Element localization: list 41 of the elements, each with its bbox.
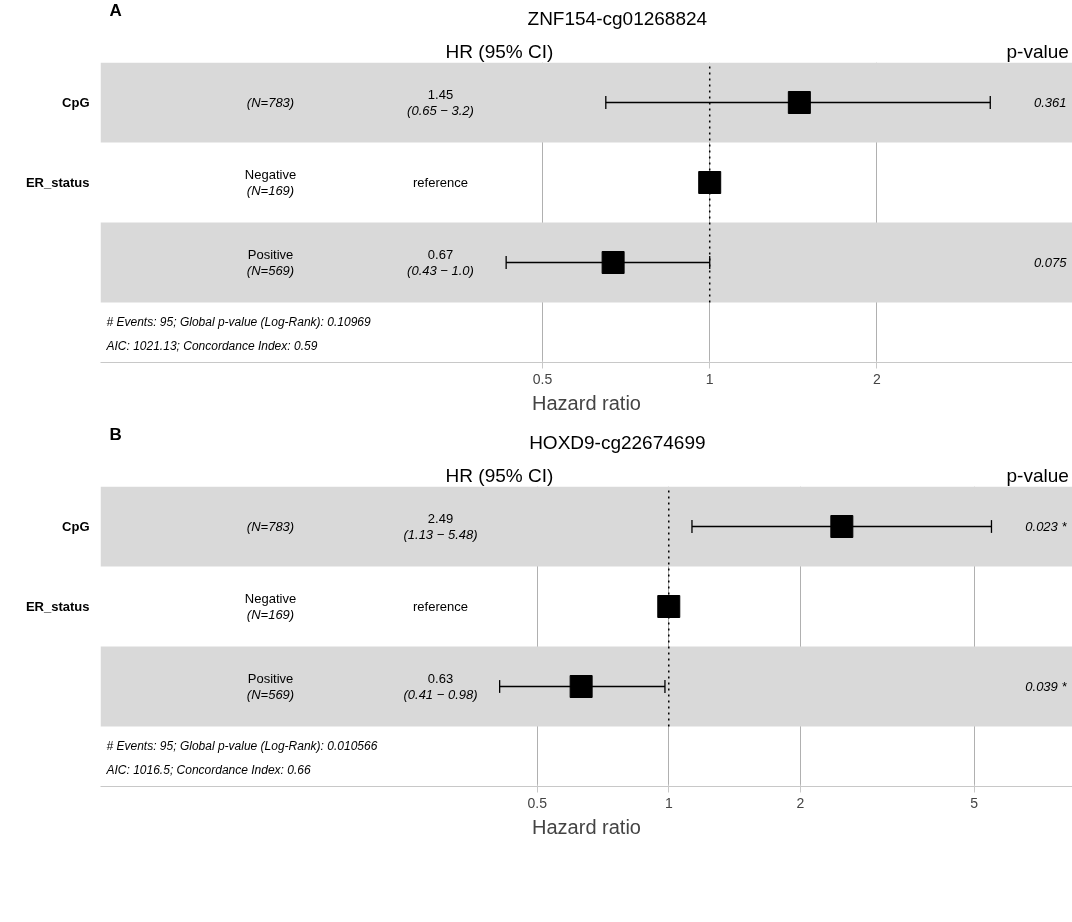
chart-title: HOXD9-cg22674699 [529, 432, 706, 453]
text: p-value [1006, 41, 1069, 62]
annotation: AIC: 1021.13; Concordance Index: 0.59 [105, 338, 318, 353]
x-axis-title: Hazard ratio [532, 391, 641, 414]
y-tick-label: CpG [62, 519, 90, 534]
x-tick-label: 1 [664, 794, 673, 811]
text: A [109, 1, 122, 20]
annotation: 1.45 (0.65 − 3.2) [407, 87, 474, 118]
annotation: # Events: 95; Global p-value (Log-Rank): 0.10969 [106, 314, 371, 329]
x-tick-label: 2 [796, 794, 805, 811]
annotation: 0.361 [1033, 95, 1067, 110]
y-tick-label: ER_status [25, 175, 90, 190]
text: HR (95% CI) [445, 41, 554, 62]
x-tick-label: 5 [970, 794, 979, 811]
text: p-value [1006, 465, 1069, 486]
annotation: 0.039 * [1025, 679, 1068, 694]
y-tick-label: ER_status [25, 599, 90, 614]
x-axis-title: Hazard ratio [532, 815, 641, 838]
annotation: 0.075 [1033, 255, 1068, 270]
x-tick-label: 0.5 [527, 794, 548, 811]
annotation: 0.023 * [1025, 519, 1068, 534]
annotation: reference [413, 599, 468, 614]
annotation: Positive (N=569) [246, 247, 295, 278]
annotation: 2.49 (1.13 − 5.48) [403, 511, 478, 542]
text: B [109, 425, 122, 444]
chart-title: ZNF154-cg01268824 [527, 8, 708, 29]
annotation: 0.63 (0.41 − 0.98) [403, 671, 478, 702]
annotation: AIC: 1016.5; Concordance Index: 0.66 [105, 762, 311, 777]
annotation: Positive (N=569) [246, 671, 295, 702]
annotation: Negative (N=169) [244, 167, 297, 198]
annotation: (N=783) [246, 519, 295, 534]
annotation: Negative (N=169) [244, 591, 297, 622]
annotation: (N=783) [246, 95, 295, 110]
y-tick-label: CpG [62, 95, 90, 110]
annotation: reference [413, 175, 468, 190]
x-tick-label: 1 [705, 370, 714, 387]
annotation: 0.67 (0.43 − 1.0) [407, 247, 474, 278]
x-tick-label: 0.5 [532, 370, 553, 387]
text: HR (95% CI) [445, 465, 554, 486]
x-tick-label: 2 [873, 370, 882, 387]
annotation: # Events: 95; Global p-value (Log-Rank): 0.010566 [106, 738, 378, 753]
